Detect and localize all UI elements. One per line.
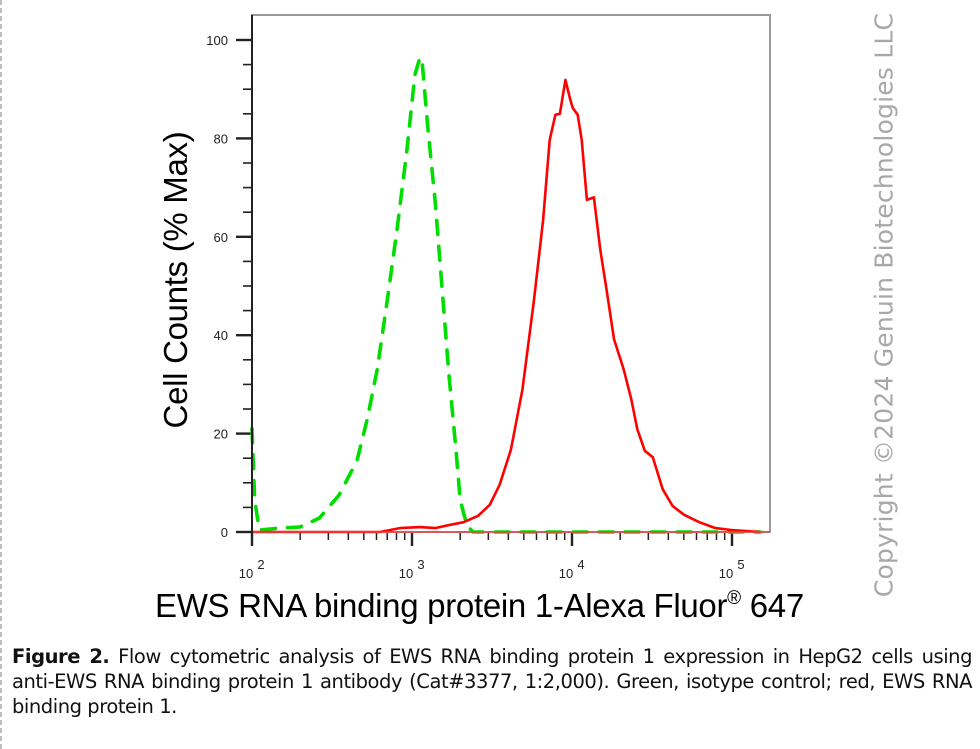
svg-text:3: 3 [417, 557, 424, 572]
x-tick-label: 10 [239, 566, 253, 581]
ews-rna-binding-protein-1-curve [252, 78, 761, 534]
x-tick-label: 10 [719, 566, 733, 581]
x-axis-label-tail: 647 [740, 587, 804, 624]
copyright-watermark: Copyright ©2024 Genuin Biotechnologies L… [869, 12, 899, 598]
figure-caption: Figure 2. Flow cytometric analysis of EW… [12, 644, 972, 719]
registered-mark: ® [727, 588, 741, 609]
x-axis-label-main: EWS RNA binding protein 1-Alexa Fluor [155, 587, 728, 624]
svg-text:4: 4 [577, 557, 584, 572]
figure-label: Figure 2. [12, 645, 110, 668]
y-tick-label: 60 [214, 230, 228, 245]
y-axis-ticks: 0 20 40 60 80 100 [206, 33, 252, 540]
svg-text:5: 5 [737, 557, 744, 572]
y-tick-label: 40 [214, 328, 228, 343]
y-axis-label: Cell Counts (% Max) [157, 131, 194, 429]
isotype-control-curve [250, 55, 762, 534]
x-axis-label: EWS RNA binding protein 1-Alexa Fluor® 6… [155, 587, 804, 625]
caption-text: Flow cytometric analysis of EWS RNA bind… [12, 645, 972, 718]
x-axis-ticks: 10 2 10 3 10 4 10 5 [239, 532, 745, 581]
plot-frame [251, 14, 771, 533]
x-tick-label: 10 [559, 566, 573, 581]
y-tick-label: 100 [206, 33, 228, 48]
x-tick-label: 10 [399, 566, 413, 581]
page-left-border [0, 0, 2, 749]
histogram-plot: 0 20 40 60 80 100 10 2 10 3 10 4 10 5 [206, 14, 771, 581]
svg-text:2: 2 [257, 557, 264, 572]
y-tick-label: 0 [221, 525, 228, 540]
y-tick-label: 20 [214, 427, 228, 442]
y-tick-label: 80 [214, 131, 228, 146]
